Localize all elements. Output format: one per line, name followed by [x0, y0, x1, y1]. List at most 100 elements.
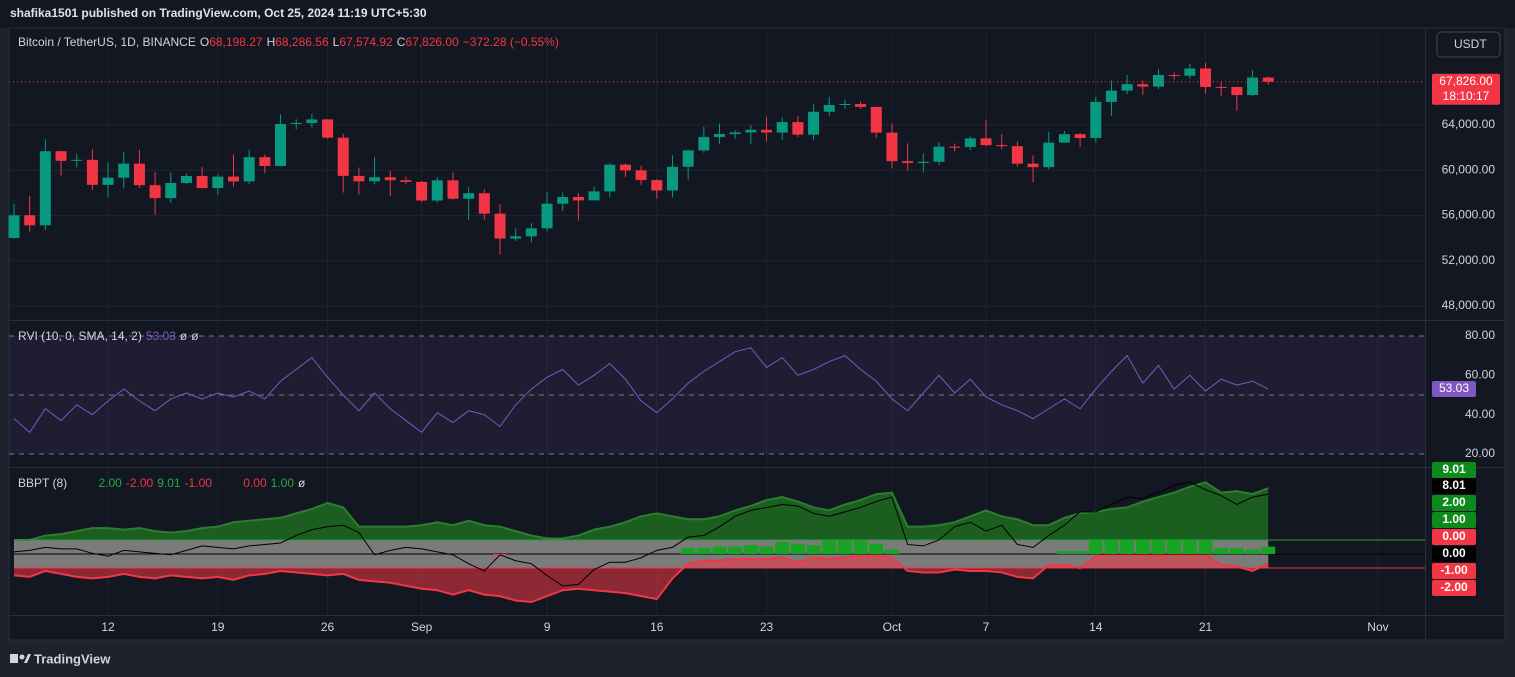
- change: −372.28 (−0.55%): [462, 35, 559, 49]
- ohlc-item: O68,198.27: [200, 35, 263, 49]
- candle-body: [996, 145, 1008, 147]
- value-tag: [1432, 478, 1476, 494]
- value-tag-label: 53.03: [1439, 381, 1469, 395]
- ohlc-value: 67,574.92: [339, 35, 393, 49]
- y-tick-label: 64,000.00: [1442, 117, 1496, 131]
- currency-label[interactable]: USDT: [1454, 37, 1487, 51]
- candle-body: [322, 119, 334, 138]
- last-price-tag: [1432, 73, 1500, 105]
- ohlc-label: L: [332, 35, 340, 49]
- y-tick-label: 40.00: [1465, 407, 1495, 421]
- x-tick-label: Nov: [1367, 620, 1388, 634]
- candle-body: [698, 136, 710, 151]
- candle-body: [572, 197, 584, 201]
- value-tag: [1432, 580, 1476, 596]
- candle-body: [1184, 68, 1196, 76]
- value-tag-label: 1.00: [1442, 512, 1466, 526]
- ohlc-value: 68,286.56: [275, 35, 329, 49]
- x-tick-label: 9: [544, 620, 551, 634]
- value-tag-label: -1.00: [1440, 563, 1468, 577]
- y-tick-label: 56,000.00: [1442, 208, 1496, 222]
- histogram-bar: [1229, 548, 1244, 554]
- candle-body: [416, 181, 428, 201]
- candle-body: [102, 177, 114, 185]
- histogram-bar: [822, 540, 837, 554]
- candle-body: [1121, 84, 1133, 91]
- value-tag: [1432, 529, 1476, 545]
- top-bar: [0, 0, 1515, 28]
- candle-body: [980, 138, 992, 146]
- histogram-bar: [806, 545, 821, 554]
- candle-body: [1231, 87, 1243, 96]
- candle-body: [1105, 90, 1117, 102]
- indicator-value: 0.00: [71, 476, 95, 490]
- candle-body: [8, 215, 20, 238]
- candle-body: [902, 161, 914, 163]
- candle-body: [666, 166, 678, 191]
- candle-body: [714, 134, 725, 137]
- x-tick-label: 7: [983, 620, 990, 634]
- histogram-bar: [853, 540, 868, 554]
- candle-body: [933, 146, 945, 162]
- bear-line: [13, 553, 1269, 604]
- x-tick-label: 12: [101, 620, 115, 634]
- candle-body: [510, 236, 522, 239]
- histogram-bar: [1057, 551, 1072, 554]
- histogram-bar: [790, 543, 805, 554]
- y-tick-label: 80.00: [1465, 328, 1495, 342]
- candle-body: [886, 132, 898, 162]
- candle-body: [525, 228, 537, 237]
- bull-line: [14, 481, 1269, 541]
- x-tick-label: 16: [650, 620, 664, 634]
- icon: ø: [298, 476, 306, 490]
- histogram-bar: [681, 548, 696, 554]
- candle-body: [1027, 163, 1039, 168]
- histogram-bar: [837, 540, 852, 554]
- indicator-value: -2.00: [125, 476, 154, 490]
- histogram-bar: [1088, 539, 1103, 554]
- rvi-legend: RVI (10, 0, SMA, 14, 2) 53.03 ø ø: [18, 329, 199, 343]
- candle-body: [635, 170, 647, 181]
- value-tag: [1432, 563, 1476, 579]
- candle-body: [478, 193, 490, 214]
- candle-body: [823, 105, 835, 112]
- histogram-bar: [1245, 549, 1260, 554]
- candle-body: [808, 111, 820, 135]
- candle-body: [1247, 77, 1259, 96]
- symbol: Bitcoin / TetherUS, 1D, BINANCE: [18, 35, 196, 49]
- candle-body: [384, 177, 396, 181]
- x-tick-label: 26: [321, 620, 335, 634]
- trend-line: [13, 481, 1269, 587]
- value-tag-label: 2.00: [1442, 495, 1466, 509]
- indicator-value: 2.00: [98, 476, 122, 490]
- candle-body: [71, 159, 83, 161]
- histogram-bar: [728, 546, 743, 554]
- candle-body: [196, 176, 208, 189]
- brand: TradingView: [34, 651, 111, 666]
- rvi-line: [13, 347, 1269, 434]
- candle-body: [964, 138, 976, 147]
- candle-body: [619, 164, 631, 171]
- value-tag: [1432, 495, 1476, 511]
- candle-body: [165, 183, 177, 199]
- ohlc-label: O: [199, 35, 210, 49]
- value-tag-label: 0.00: [1442, 546, 1466, 560]
- ohlc-item: C67,826.00: [397, 35, 459, 49]
- x-tick-label: Oct: [883, 620, 902, 634]
- bull-area: [14, 482, 1269, 540]
- last-price-label: 67,826.00: [1439, 74, 1493, 88]
- histogram-bar: [1198, 540, 1213, 554]
- indicator-value: 8.01: [215, 476, 240, 490]
- candle-body: [180, 176, 192, 184]
- currency-button[interactable]: [1436, 31, 1501, 58]
- candle-body: [400, 180, 412, 182]
- candle-body: [1152, 75, 1164, 87]
- ohlc-value: 68,198.27: [209, 35, 263, 49]
- y-tick-label: 60,000.00: [1442, 162, 1496, 176]
- candle-body: [917, 161, 929, 163]
- histogram-bar: [1120, 539, 1135, 554]
- candle-body: [949, 146, 961, 148]
- histogram-bar: [1167, 539, 1182, 554]
